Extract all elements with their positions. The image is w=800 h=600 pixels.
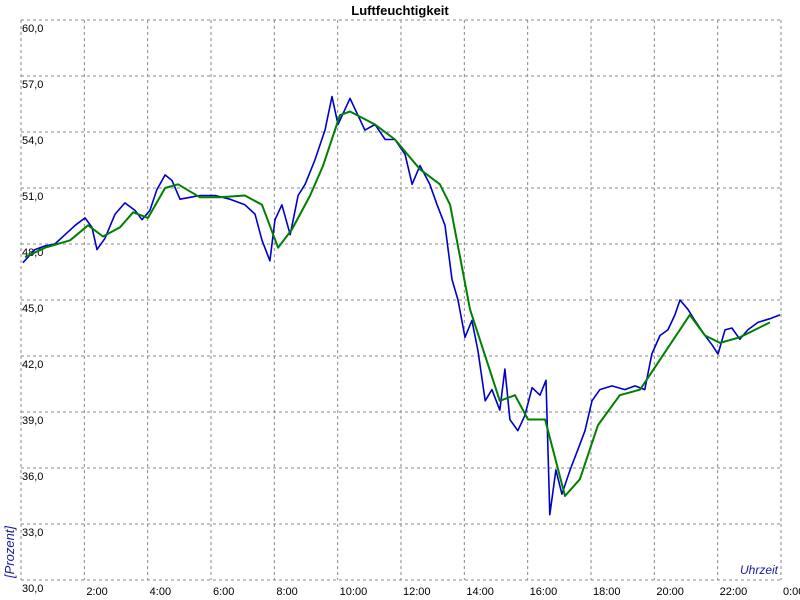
y-tick-label: 60,0 xyxy=(22,23,43,35)
data-line xyxy=(24,110,771,497)
y-tick-label: 30,0 xyxy=(22,583,43,595)
y-tick-label: 54,0 xyxy=(22,135,43,147)
y-tick-label: 42,0 xyxy=(22,359,43,371)
x-tick-label: 16:00 xyxy=(530,586,558,598)
y-tick-label: 45,0 xyxy=(22,303,43,315)
y-tick-label: 51,0 xyxy=(22,191,43,203)
y-tick-label: 57,0 xyxy=(22,79,43,91)
x-tick-label: 8:00 xyxy=(276,586,297,598)
y-tick-label: 33,0 xyxy=(22,527,43,539)
x-tick-label: 2:00 xyxy=(86,586,107,598)
x-tick-label: 0:00 xyxy=(783,586,800,598)
x-tick-label: 14:00 xyxy=(466,586,494,598)
chart-title: Luftfeuchtigkeit xyxy=(351,3,449,18)
data-line xyxy=(22,95,781,516)
x-axis-label: Uhrzeit xyxy=(740,563,779,577)
x-tick-label: 18:00 xyxy=(593,586,621,598)
x-tick-label: 6:00 xyxy=(213,586,234,598)
x-tick-label: 20:00 xyxy=(656,586,684,598)
x-tick-label: 10:00 xyxy=(340,586,368,598)
y-axis-label: [Prozent] xyxy=(2,526,17,579)
x-tick-label: 12:00 xyxy=(403,586,431,598)
x-tick-label: 22:00 xyxy=(720,586,748,598)
y-tick-label: 36,0 xyxy=(22,471,43,483)
x-tick-label: 4:00 xyxy=(150,586,171,598)
y-tick-label: 39,0 xyxy=(22,415,43,427)
